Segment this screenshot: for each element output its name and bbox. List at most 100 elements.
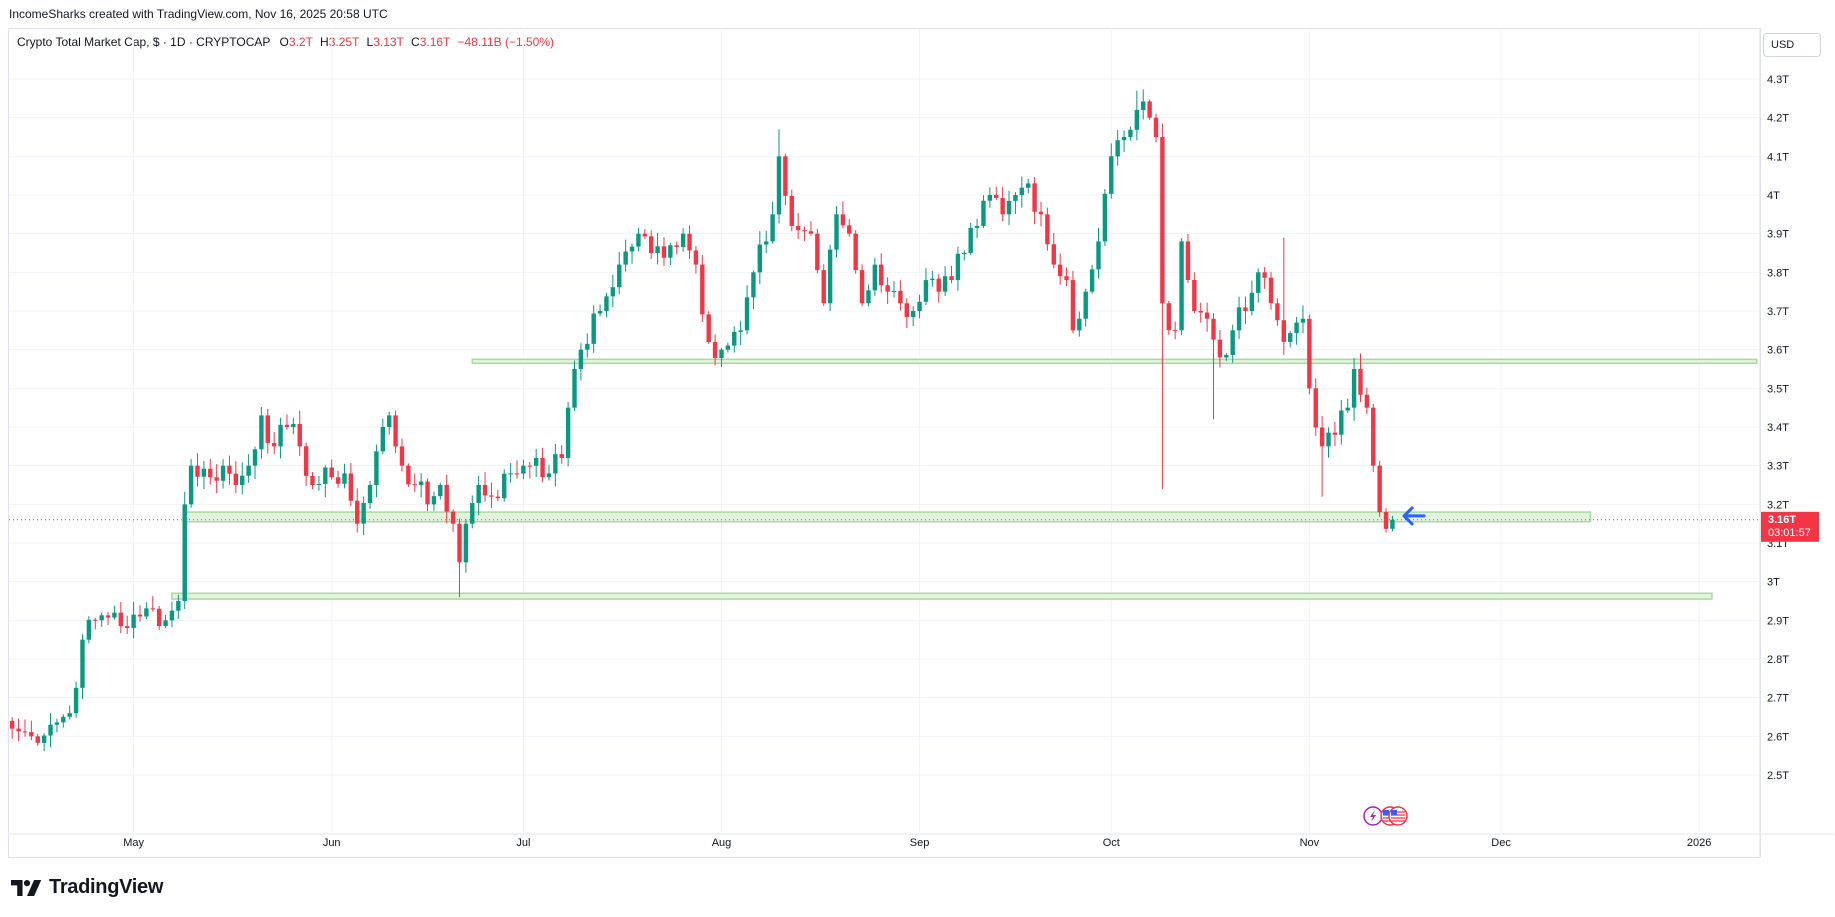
y-tick-label: 2.8T [1767, 654, 1789, 666]
candle-body [821, 270, 826, 304]
candle-body [623, 251, 628, 265]
candle-body [719, 349, 724, 359]
candle-body [674, 245, 679, 247]
candle-body [144, 608, 149, 617]
candle-body [827, 249, 833, 304]
candle-body [335, 477, 341, 484]
candle-body [1332, 432, 1338, 435]
candle-body [35, 736, 40, 743]
candle-body [367, 485, 373, 503]
candle-body [968, 227, 973, 254]
x-tick-label: Sep [910, 837, 930, 849]
candle-body [1070, 280, 1076, 331]
candle-body [131, 614, 136, 629]
candle-body [853, 233, 858, 271]
candle-body [1077, 318, 1082, 331]
candle-body [323, 467, 328, 484]
y-tick-label: 4.3T [1767, 74, 1789, 86]
price-badge-countdown: 03:01:57 [1768, 527, 1811, 539]
candle-body [1147, 101, 1152, 118]
y-tick-label: 3.2T [1767, 499, 1789, 511]
candle-body [1351, 369, 1357, 408]
candle-body [1307, 318, 1312, 389]
candle-body [604, 296, 609, 312]
candle-body [188, 465, 194, 505]
candle-body [1383, 512, 1389, 529]
candle-body [265, 415, 270, 444]
y-tick-label: 3.8T [1767, 267, 1789, 279]
candle-body [770, 214, 775, 242]
x-tick-label: Jun [323, 837, 341, 849]
candle-body [725, 345, 731, 350]
candle-body [1026, 183, 1031, 188]
candle-body [1134, 109, 1140, 130]
candle-body [1281, 320, 1287, 342]
candle-body [981, 200, 986, 226]
candle-body [866, 290, 871, 304]
candle-body [1172, 330, 1178, 332]
y-tick-label: 2.6T [1767, 731, 1789, 743]
candle-body [655, 246, 660, 254]
candle-body [553, 454, 558, 474]
change-value: −48.11B (−1.50%) [457, 35, 555, 49]
candle-body [361, 502, 366, 524]
candle-body [412, 484, 417, 486]
candle-body [1256, 272, 1261, 293]
candle-body [387, 415, 392, 428]
candle-body [1230, 330, 1235, 355]
candle-body [125, 626, 130, 629]
symbol-title[interactable]: Crypto Total Market Cap, $ · 1D · CRYPTO… [17, 35, 271, 49]
high-value: 3.25T [328, 35, 360, 49]
candle-body [1217, 339, 1223, 358]
candle-body [61, 716, 66, 723]
candle-body [802, 230, 807, 232]
candle-body [847, 225, 852, 234]
y-tick-label: 3.7T [1767, 306, 1789, 318]
candle-body [572, 369, 577, 408]
candle-body [808, 231, 814, 234]
open-value: 3.2T [288, 35, 313, 49]
candle-body [706, 314, 711, 342]
flag-canton [1383, 810, 1389, 815]
candle-body [297, 423, 302, 447]
candle-body [923, 280, 929, 302]
candle-body [29, 732, 34, 737]
y-tick-label: 4.1T [1767, 151, 1789, 163]
candle-body [137, 614, 143, 617]
currency-button[interactable]: USD [1763, 33, 1821, 57]
candle-body [1179, 241, 1184, 331]
candle-body [380, 427, 386, 452]
x-tick-label: May [123, 837, 144, 849]
candle-body [565, 407, 571, 458]
candle-body [457, 523, 462, 563]
candle-body [898, 290, 903, 304]
candle-body [879, 264, 884, 286]
candle-body [783, 156, 788, 196]
low-label: L [366, 35, 374, 49]
candle-body [1089, 269, 1095, 292]
candle-body [680, 233, 686, 247]
candle-body [1064, 276, 1069, 281]
candle-body [642, 233, 648, 237]
candle-body [1038, 211, 1044, 215]
candle-body [987, 195, 993, 201]
candle-body [559, 454, 564, 458]
candle-body [1185, 241, 1191, 280]
candle-body [815, 233, 820, 271]
low-value: 3.13T [373, 35, 404, 49]
footer-brand: TradingView [11, 876, 163, 899]
candle-body [1051, 244, 1056, 265]
candle-body [208, 468, 213, 478]
candle-body [444, 485, 449, 512]
candle-body [246, 465, 251, 476]
candle-body [1006, 200, 1012, 215]
candle-body [1115, 140, 1120, 157]
candle-body [764, 241, 769, 245]
candle-body [105, 615, 111, 618]
candle-body [533, 457, 539, 466]
y-tick-label: 4T [1767, 190, 1780, 202]
candle-body [859, 270, 865, 304]
candle-body [1045, 214, 1050, 245]
candle-body [450, 511, 456, 524]
